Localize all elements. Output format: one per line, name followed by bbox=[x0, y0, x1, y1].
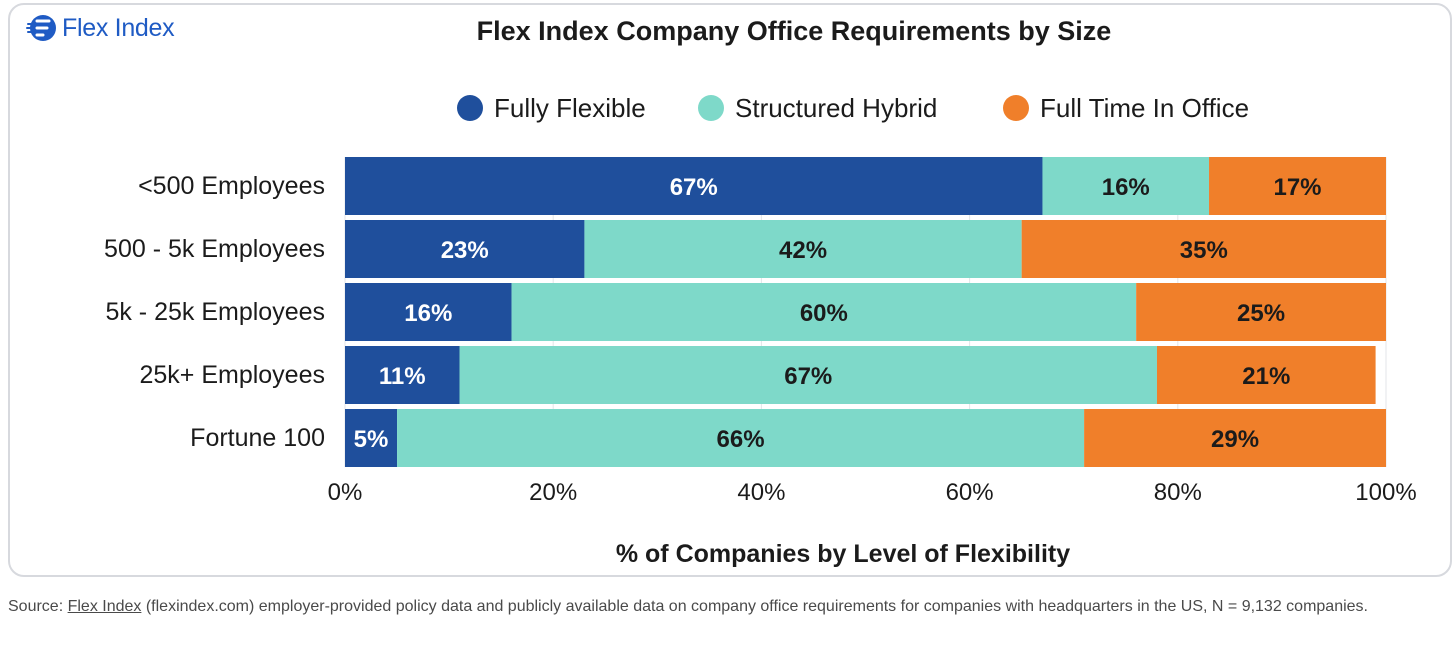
bar-segment bbox=[345, 283, 512, 341]
bar-segment bbox=[459, 346, 1157, 404]
bar-segment bbox=[1156, 346, 1376, 404]
legend-marker bbox=[457, 95, 483, 121]
bar-segment bbox=[1021, 220, 1386, 278]
x-tick-label: 80% bbox=[1154, 479, 1202, 506]
bar-segment bbox=[345, 346, 460, 404]
bar-segment bbox=[345, 157, 1043, 215]
bar-segment bbox=[345, 409, 398, 467]
legend-marker bbox=[1003, 95, 1029, 121]
bar-value-label: 16% bbox=[1102, 174, 1150, 201]
bar-value-label: 16% bbox=[404, 300, 452, 327]
bar-segment bbox=[1084, 409, 1386, 467]
bar-value-label: 42% bbox=[779, 237, 827, 264]
x-tick-label: 100% bbox=[1355, 479, 1416, 506]
bar-segment bbox=[511, 283, 1137, 341]
flex-index-logo-text: Flex Index bbox=[62, 13, 175, 42]
source-prefix: Source: bbox=[8, 598, 68, 615]
legend-label: Full Time In Office bbox=[1040, 93, 1249, 123]
legend-marker bbox=[698, 95, 724, 121]
flex-index-logo-icon bbox=[26, 15, 56, 41]
category-label: 25k+ Employees bbox=[139, 361, 325, 389]
bar-segment bbox=[1042, 157, 1210, 215]
bar-value-label: 67% bbox=[784, 363, 832, 390]
legend-label: Fully Flexible bbox=[494, 93, 646, 123]
chart-title: Flex Index Company Office Requirements b… bbox=[476, 16, 1112, 46]
x-tick-label: 0% bbox=[328, 479, 363, 506]
category-label: Fortune 100 bbox=[190, 424, 325, 452]
source-rest: (flexindex.com) employer-provided policy… bbox=[141, 598, 1368, 615]
bar-segment bbox=[584, 220, 1022, 278]
bar-value-label: 29% bbox=[1211, 426, 1259, 453]
x-tick-label: 40% bbox=[737, 479, 785, 506]
bar-value-label: 17% bbox=[1273, 174, 1321, 201]
category-label: 5k - 25k Employees bbox=[105, 298, 325, 326]
bar-value-label: 60% bbox=[800, 300, 848, 327]
source-link[interactable]: Flex Index bbox=[67, 598, 142, 615]
category-label: <500 Employees bbox=[138, 172, 325, 200]
bar-value-label: 21% bbox=[1242, 363, 1290, 390]
legend-label: Structured Hybrid bbox=[735, 93, 937, 123]
bar-value-label: 25% bbox=[1237, 300, 1285, 327]
x-tick-label: 20% bbox=[529, 479, 577, 506]
bar-segment bbox=[397, 409, 1085, 467]
stacked-bar-chart: Fully Flexible Structured Hybrid Full Time… bbox=[104, 93, 1417, 568]
bar-value-label: 66% bbox=[717, 426, 765, 453]
bar-segment bbox=[1209, 157, 1386, 215]
bar-value-label: 11% bbox=[379, 363, 426, 390]
bar-segment bbox=[1136, 283, 1386, 341]
x-axis-title: % of Companies by Level of Flexibility bbox=[616, 540, 1070, 568]
bar-value-label: 67% bbox=[670, 174, 718, 201]
source-note: Source: Flex Index (flexindex.com) emplo… bbox=[8, 596, 1428, 618]
bar-segment bbox=[345, 220, 585, 278]
bar-value-label: 35% bbox=[1180, 237, 1228, 264]
flex-index-logo[interactable]: Flex Index bbox=[26, 12, 175, 44]
bar-value-label: 5% bbox=[354, 426, 389, 453]
category-label: 500 - 5k Employees bbox=[104, 235, 325, 263]
x-tick-label: 60% bbox=[946, 479, 994, 506]
bar-value-label: 23% bbox=[441, 237, 489, 264]
